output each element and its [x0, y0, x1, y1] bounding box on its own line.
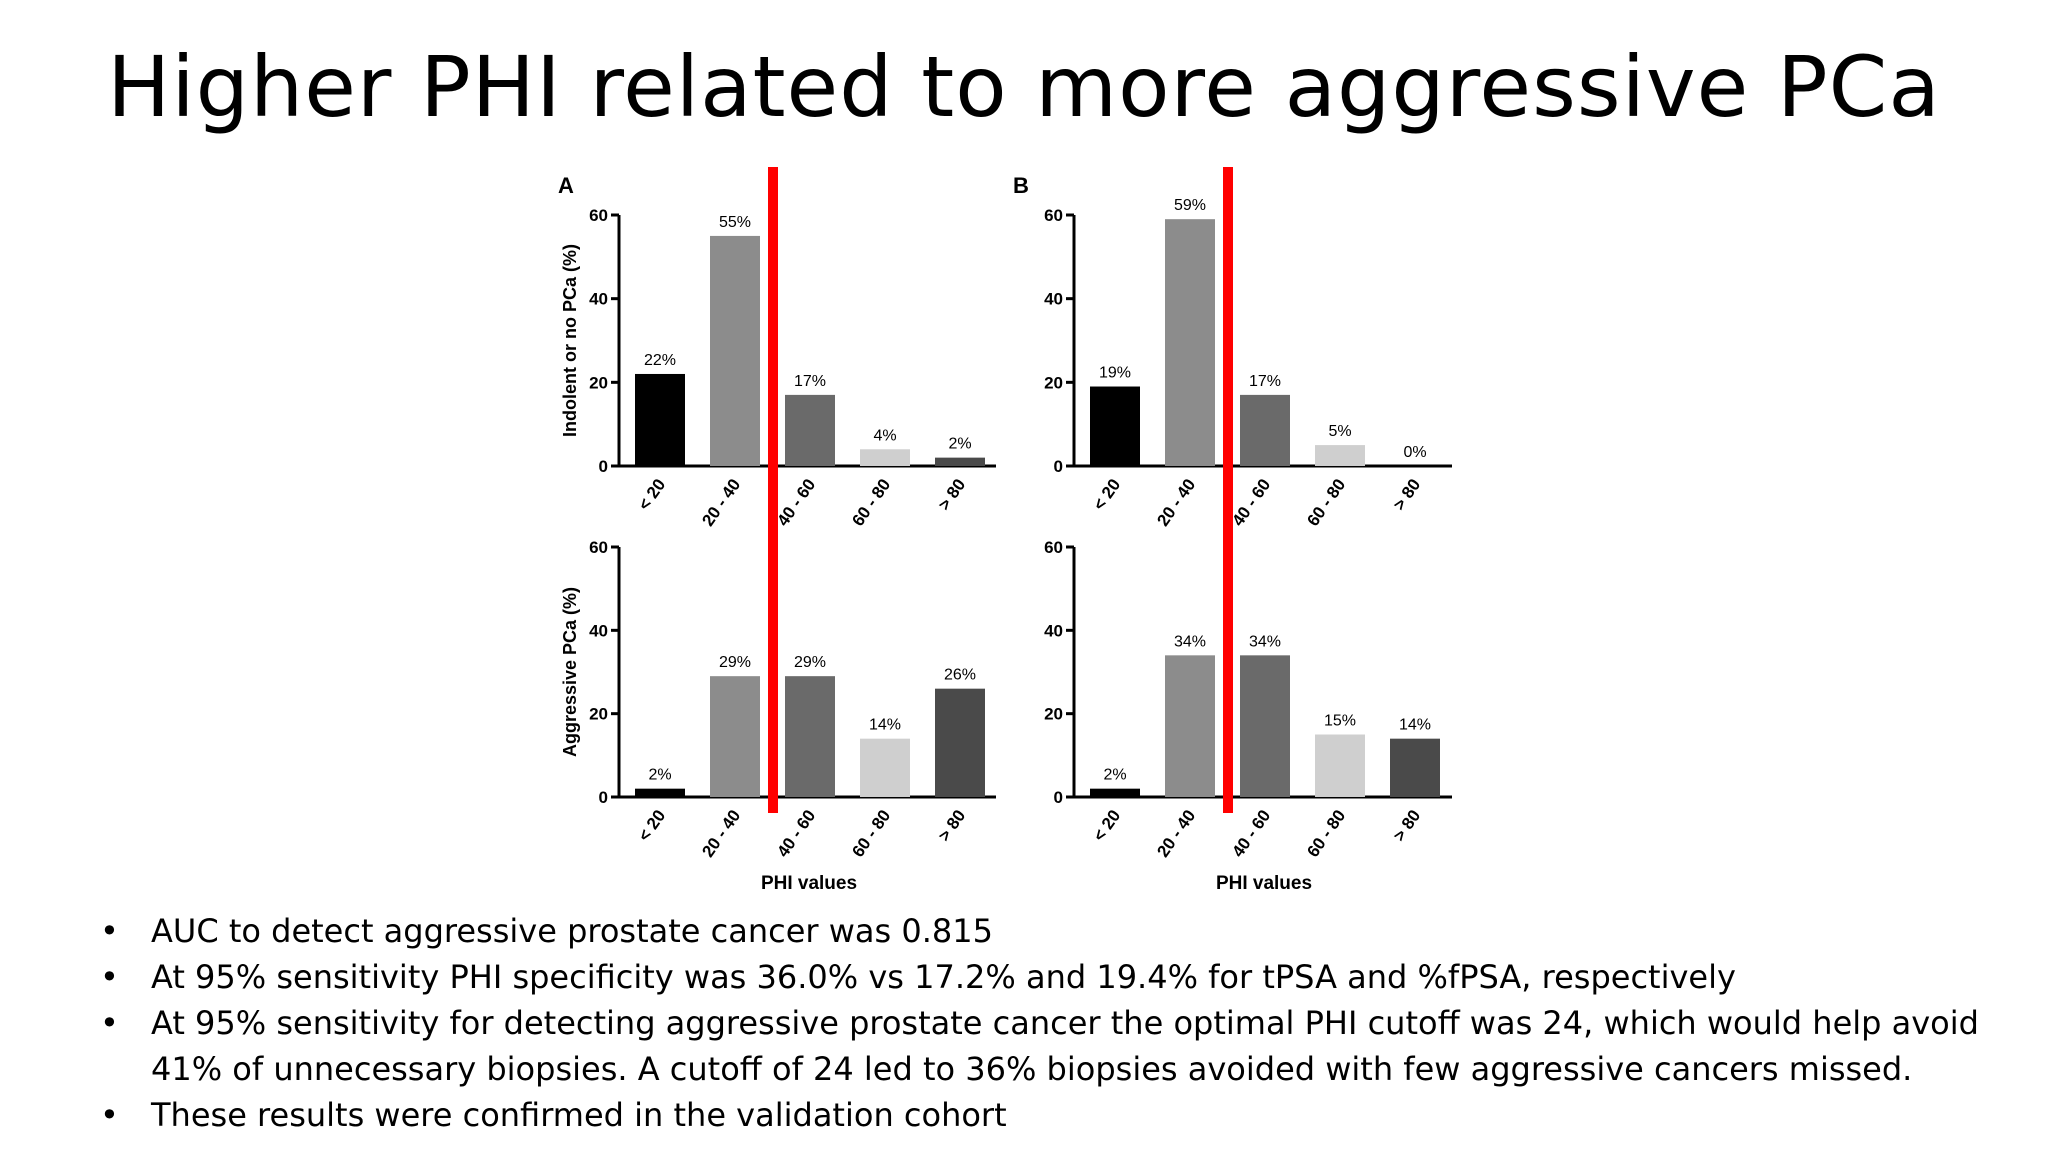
x-tick-label: < 20 [1089, 806, 1124, 844]
y-axis-label: Aggressive PCa (%) [560, 587, 580, 757]
bullet-text: These results were confirmed in the vali… [151, 1096, 1007, 1134]
bar-value-label: 2% [948, 436, 971, 453]
slide-title: Higher PHI related to more aggressive PC… [107, 38, 1941, 136]
bar [785, 676, 835, 797]
y-tick-label: 20 [589, 705, 608, 724]
bullet-item: • At 95% sensitivity for detecting aggres… [100, 1000, 2020, 1092]
x-tick-label: 20 - 40 [698, 806, 744, 860]
x-tick-label: > 80 [1389, 806, 1424, 844]
y-axis-label: Indolent or no PCa (%) [560, 244, 580, 437]
bar-value-label: 5% [1328, 423, 1351, 440]
bullet-item: • These results were confirmed in the val… [100, 1092, 2020, 1138]
bullet-item: • At 95% sensitivity PHI specificity was … [100, 954, 2020, 1000]
bar [860, 449, 910, 466]
bar [635, 788, 685, 797]
cutoff-line [1223, 167, 1233, 813]
y-tick-label: 20 [1044, 373, 1063, 392]
y-tick-label: 60 [589, 538, 608, 557]
x-tick-label: 40 - 60 [1228, 475, 1274, 529]
bar [935, 688, 985, 797]
y-tick-label: 60 [1044, 206, 1063, 225]
y-tick-label: 40 [1044, 290, 1063, 309]
y-tick-label: 0 [599, 788, 608, 807]
y-tick-label: 20 [1044, 705, 1063, 724]
bar-value-label: 29% [719, 654, 751, 671]
bar [1240, 394, 1290, 466]
bar-value-label: 17% [794, 373, 826, 390]
bullet-symbol: • [100, 912, 119, 950]
bar-value-label: 14% [1399, 717, 1431, 734]
bar [1390, 738, 1440, 797]
bar [1240, 655, 1290, 797]
x-tick-label: > 80 [934, 806, 969, 844]
bar-value-label: 17% [1249, 373, 1281, 390]
bar-value-label: 22% [644, 352, 676, 369]
bullet-symbol: • [100, 1004, 119, 1042]
bar-value-label: 26% [944, 667, 976, 684]
bar-value-label: 34% [1249, 633, 1281, 650]
bar [1165, 655, 1215, 797]
x-tick-label: 60 - 80 [1303, 475, 1349, 529]
y-tick-label: 0 [1054, 457, 1063, 476]
x-tick-label: < 20 [1089, 475, 1124, 513]
bar-value-label: 2% [648, 767, 671, 784]
bullet-text: AUC to detect aggressive prostate cancer… [151, 912, 993, 950]
bar-value-label: 2% [1103, 767, 1126, 784]
bullet-symbol: • [100, 1096, 119, 1134]
y-tick-label: 60 [589, 206, 608, 225]
x-tick-label: 40 - 60 [1228, 806, 1274, 860]
y-tick-label: 20 [589, 373, 608, 392]
bar [1090, 788, 1140, 797]
bar-value-label: 29% [794, 654, 826, 671]
bullet-text: At 95% sensitivity for detecting aggress… [151, 1004, 1979, 1088]
x-tick-label: 40 - 60 [773, 806, 819, 860]
x-tick-label: < 20 [634, 806, 669, 844]
panel-label: A [558, 173, 574, 198]
bar [635, 373, 685, 466]
x-tick-label: > 80 [934, 475, 969, 513]
bar-value-label: 4% [873, 427, 896, 444]
bar-value-label: 15% [1324, 713, 1356, 730]
x-tick-label: 40 - 60 [773, 475, 819, 529]
y-tick-label: 40 [589, 290, 608, 309]
bar [1315, 734, 1365, 797]
panel-label: B [1013, 173, 1029, 198]
chart-panel: 0 20 40 60 2% < 20 34% 20 - 40 34% 40 - 60 15% 60 -… [1044, 538, 1452, 894]
bullet-text: At 95% sensitivity PHI specificity was 3… [151, 958, 1736, 996]
x-tick-label: 20 - 40 [1153, 806, 1199, 860]
x-tick-label: 20 - 40 [698, 475, 744, 529]
y-tick-label: 40 [589, 621, 608, 640]
bar-value-label: 59% [1174, 197, 1206, 214]
x-tick-label: 60 - 80 [848, 806, 894, 860]
x-tick-label: < 20 [634, 475, 669, 513]
y-tick-label: 0 [1054, 788, 1063, 807]
x-tick-label: > 80 [1389, 475, 1424, 513]
bullet-item: • AUC to detect aggressive prostate cance… [100, 908, 2020, 954]
bar [710, 676, 760, 797]
bar [1315, 445, 1365, 466]
x-tick-label: 60 - 80 [848, 475, 894, 529]
x-tick-label: 60 - 80 [1303, 806, 1349, 860]
y-tick-label: 0 [599, 457, 608, 476]
bar [1165, 219, 1215, 466]
y-tick-label: 60 [1044, 538, 1063, 557]
x-axis-label: PHI values [1216, 873, 1312, 894]
bar-value-label: 55% [719, 214, 751, 231]
x-axis-label: PHI values [761, 873, 857, 894]
bar [1090, 386, 1140, 466]
y-tick-label: 40 [1044, 621, 1063, 640]
bullet-list: • AUC to detect aggressive prostate cance… [100, 908, 2020, 1138]
bullet-symbol: • [100, 958, 119, 996]
bar-value-label: 14% [869, 717, 901, 734]
x-tick-label: 20 - 40 [1153, 475, 1199, 529]
cutoff-line [768, 167, 778, 813]
bar-value-label: 19% [1099, 365, 1131, 382]
bar-value-label: 34% [1174, 633, 1206, 650]
bar-value-label: 0% [1403, 444, 1426, 461]
bar [710, 235, 760, 466]
bar [935, 457, 985, 466]
bar [860, 738, 910, 797]
bar [785, 394, 835, 466]
